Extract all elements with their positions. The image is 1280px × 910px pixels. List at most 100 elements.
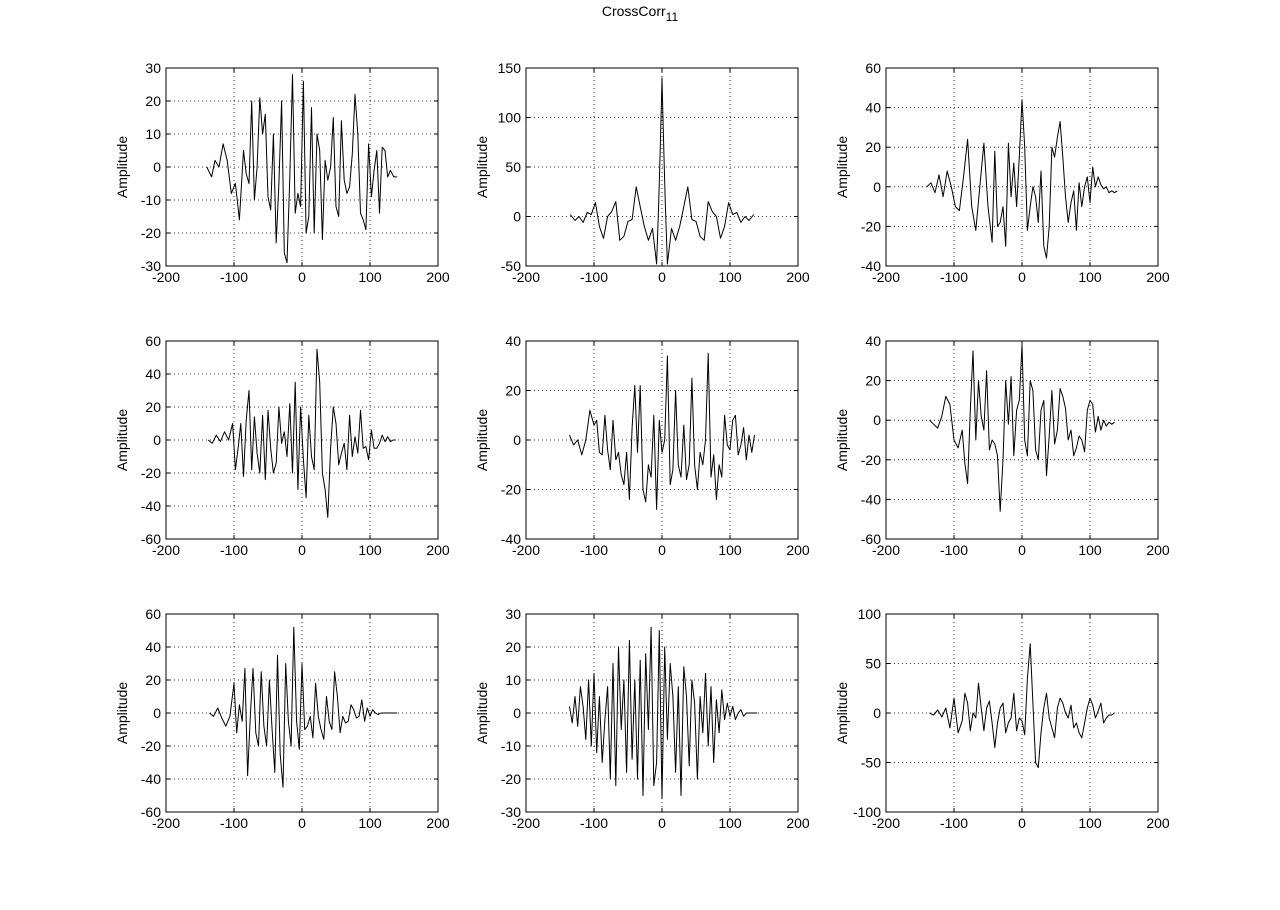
y-tick-label: 20 <box>865 139 881 155</box>
x-tick-label: -200 <box>872 815 900 831</box>
y-tick-label: 10 <box>505 672 521 688</box>
subplot-2: -200 -100 0 100 200 -50 0 50 100 150 Amplitude <box>474 60 810 285</box>
y-tick-label: 0 <box>513 705 521 721</box>
x-tick-label: -100 <box>580 542 608 558</box>
series-line <box>929 643 1115 768</box>
series-line <box>209 626 398 788</box>
y-tick-label: 0 <box>873 412 881 428</box>
y-tick-label: 10 <box>145 126 161 142</box>
y-tick-label: 60 <box>865 60 881 76</box>
x-tick-label: 0 <box>1018 815 1026 831</box>
x-tick-label: 0 <box>298 815 306 831</box>
x-tick-label: 100 <box>1078 815 1102 831</box>
x-tick-label: 100 <box>1078 542 1102 558</box>
y-tick-label: 20 <box>865 373 881 389</box>
y-tick-label: -30 <box>501 804 521 820</box>
y-tick-label: -20 <box>141 225 161 241</box>
x-tick-label: 200 <box>426 269 450 285</box>
y-axis-label: Amplitude <box>834 682 850 744</box>
x-tick-label: 200 <box>1146 542 1170 558</box>
x-tick-label: 200 <box>1146 269 1170 285</box>
y-tick-label: -40 <box>861 258 881 274</box>
y-tick-label: 20 <box>145 399 161 415</box>
y-tick-label: 60 <box>145 606 161 622</box>
x-tick-label: 200 <box>786 815 810 831</box>
y-tick-label: -40 <box>141 771 161 787</box>
series-line <box>207 348 396 518</box>
y-tick-label: 150 <box>498 60 522 76</box>
x-tick-label: 100 <box>1078 269 1102 285</box>
y-tick-label: 20 <box>505 639 521 655</box>
y-tick-label: -40 <box>501 531 521 547</box>
x-tick-label: -200 <box>152 815 180 831</box>
y-axis-label: Amplitude <box>474 409 490 471</box>
x-tick-label: -200 <box>152 269 180 285</box>
x-tick-label: 200 <box>786 269 810 285</box>
y-tick-label: -50 <box>861 755 881 771</box>
x-tick-label: -100 <box>940 269 968 285</box>
y-tick-label: 0 <box>513 209 521 225</box>
y-tick-label: -60 <box>141 531 161 547</box>
x-tick-label: 0 <box>1018 542 1026 558</box>
series-line <box>569 77 755 265</box>
y-axis-label: Amplitude <box>834 136 850 198</box>
y-tick-label: 0 <box>873 179 881 195</box>
y-tick-label: 40 <box>145 366 161 382</box>
y-tick-label: -20 <box>501 771 521 787</box>
y-tick-label: 30 <box>505 606 521 622</box>
y-tick-label: 0 <box>873 705 881 721</box>
x-tick-label: -200 <box>512 815 540 831</box>
y-tick-label: -20 <box>861 218 881 234</box>
y-tick-label: -20 <box>141 465 161 481</box>
y-tick-label: -60 <box>861 531 881 547</box>
y-tick-label: -50 <box>501 258 521 274</box>
x-tick-label: -100 <box>580 269 608 285</box>
figure-title-main: CrossCorr <box>601 3 666 19</box>
x-tick-label: 100 <box>358 542 382 558</box>
x-tick-label: -100 <box>580 815 608 831</box>
y-tick-label: -10 <box>501 738 521 754</box>
y-tick-label: 40 <box>865 100 881 116</box>
x-tick-label: 0 <box>658 269 666 285</box>
y-tick-label: 60 <box>145 333 161 349</box>
y-tick-label: 50 <box>865 656 881 672</box>
y-tick-label: -40 <box>141 498 161 514</box>
x-tick-label: 0 <box>298 542 306 558</box>
y-tick-label: 30 <box>145 60 161 76</box>
x-tick-label: 100 <box>358 815 382 831</box>
x-tick-label: -100 <box>220 815 248 831</box>
y-tick-label: -20 <box>501 482 521 498</box>
x-tick-label: 0 <box>658 542 666 558</box>
y-tick-label: -20 <box>141 738 161 754</box>
x-tick-label: -200 <box>872 542 900 558</box>
series-line <box>569 626 758 800</box>
y-tick-label: -30 <box>141 258 161 274</box>
series-line <box>569 352 755 510</box>
y-tick-label: 40 <box>505 333 521 349</box>
y-axis-label: Amplitude <box>474 682 490 744</box>
x-tick-label: 200 <box>786 542 810 558</box>
x-tick-label: 0 <box>658 815 666 831</box>
x-tick-label: 100 <box>718 542 742 558</box>
y-axis-label: Amplitude <box>114 136 130 198</box>
y-axis-label: Amplitude <box>114 409 130 471</box>
y-tick-label: 40 <box>865 333 881 349</box>
series-line <box>929 344 1115 512</box>
x-tick-label: -100 <box>940 815 968 831</box>
y-tick-label: 0 <box>153 432 161 448</box>
y-tick-label: -10 <box>141 192 161 208</box>
x-tick-label: -100 <box>940 542 968 558</box>
x-tick-label: 100 <box>718 269 742 285</box>
y-tick-label: 50 <box>505 159 521 175</box>
y-tick-label: -40 <box>861 491 881 507</box>
x-tick-label: -200 <box>512 269 540 285</box>
x-tick-label: 100 <box>358 269 382 285</box>
x-tick-label: 200 <box>1146 815 1170 831</box>
x-tick-label: -100 <box>220 269 248 285</box>
y-tick-label: 100 <box>858 606 882 622</box>
